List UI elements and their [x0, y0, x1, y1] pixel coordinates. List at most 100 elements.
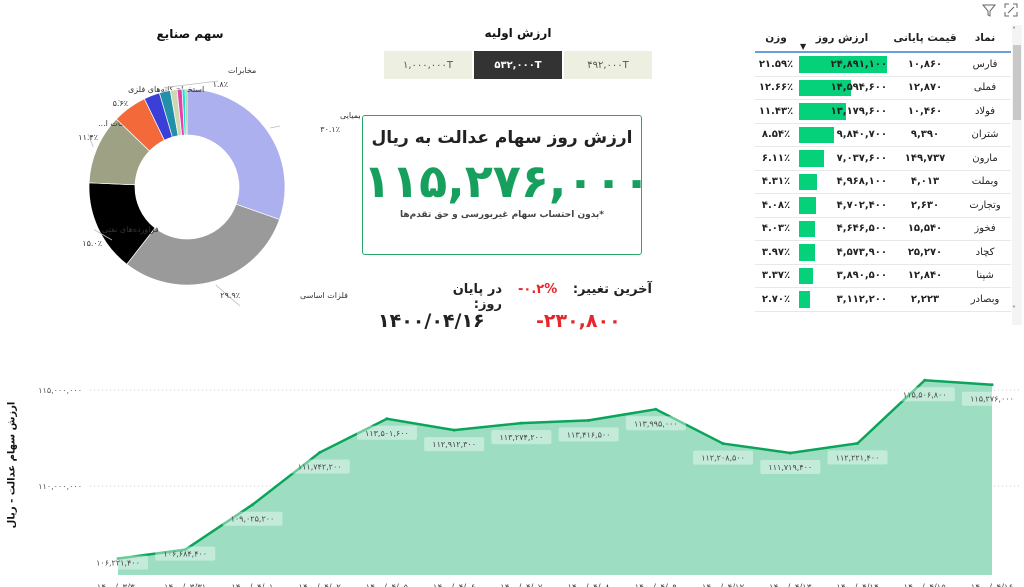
table-row[interactable]: ۸.۵۴٪ ۹,۸۴۰,۷۰۰ ۹,۳۹۰ شتران — [755, 124, 1011, 147]
table-row[interactable]: ۲۱.۵۹٪ ۲۴,۸۹۱,۱۰۰ ۱۰,۸۶۰ فارس — [755, 53, 1011, 77]
row-price: ۴,۰۱۳ — [910, 176, 940, 188]
row-value: ۷,۰۳۷,۶۰۰ — [836, 152, 887, 164]
data-label: ۱۱۵,۵۰۶,۸۰۰ — [903, 390, 947, 399]
table-row[interactable]: ۱۱.۴۳٪ ۱۳,۱۷۹,۶۰۰ ۱۰,۴۶۰ فولاد — [755, 100, 1011, 124]
scroll-down-icon[interactable]: ˅ — [1012, 305, 1016, 314]
donut-slice-percent: ۱.۸٪ — [213, 80, 228, 89]
donut-leader-line — [87, 133, 94, 148]
table-row[interactable]: ۴.۳۱٪ ۴,۹۶۸,۱۰۰ ۴,۰۱۳ وبملت — [755, 171, 1011, 194]
initial-value-option-532000[interactable]: ۵۳۲,۰۰۰T — [473, 50, 563, 80]
row-weight: ۳.۳۷٪ — [761, 270, 791, 282]
kpi-note: *بدون احتساب سهام غیربورسی و حق تقدم‌ها — [400, 210, 604, 220]
row-weight: ۸.۵۴٪ — [761, 129, 791, 141]
table-row[interactable]: ۶.۱۱٪ ۷,۰۳۷,۶۰۰ ۱۴۹,۷۳۷ مارون — [755, 147, 1011, 171]
header-weight[interactable]: وزن — [765, 32, 787, 44]
x-tick-label: ۱۴۰۰/۰۴/۱۴ — [836, 583, 878, 587]
data-point — [116, 557, 120, 561]
last-change-value: -۰.۲% — [518, 282, 558, 297]
row-value: ۴,۷۰۲,۴۰۰ — [836, 199, 887, 211]
data-point — [452, 428, 456, 432]
row-symbol: وبملت — [971, 176, 999, 188]
row-price: ۱۰,۴۶۰ — [907, 105, 943, 117]
data-label: ۱۱۳,۴۱۶,۵۰۰ — [567, 430, 611, 439]
data-label: ۱۱۱,۷۴۲,۲۰۰ — [298, 463, 342, 472]
row-weight: ۶.۱۱٪ — [761, 152, 791, 164]
row-symbol: مارون — [972, 152, 998, 164]
data-point — [856, 441, 860, 445]
header-symbol[interactable]: نماد — [974, 32, 996, 44]
data-point — [183, 548, 187, 552]
row-weight: ۱۱.۴۳٪ — [758, 105, 794, 117]
table-row[interactable]: ۴.۰۳٪ ۴,۶۴۶,۵۰۰ ۱۵,۵۴۰ فخوز — [755, 218, 1011, 241]
initial-value-option-492000[interactable]: ۴۹۲,۰۰۰T — [563, 50, 653, 80]
data-label: ۱۱۵,۲۷۶,۰۰۰ — [970, 395, 1014, 404]
data-label-bg — [558, 427, 619, 442]
data-label: ۱۱۱,۷۱۹,۴۰۰ — [768, 463, 812, 472]
change-amount: -۲۳۰,۸۰۰ — [536, 310, 621, 332]
row-symbol: فملی — [973, 82, 997, 94]
row-value-bar — [799, 126, 834, 143]
data-point — [385, 417, 389, 421]
row-weight: ۲۱.۵۹٪ — [758, 58, 794, 70]
initial-value-option-1000000[interactable]: ۱,۰۰۰,۰۰۰T — [383, 50, 473, 80]
row-price: ۲۵,۲۷۰ — [907, 246, 943, 258]
filter-icon[interactable] — [982, 3, 996, 17]
initial-value-selector: ۱,۰۰۰,۰۰۰T ۵۳۲,۰۰۰T ۴۹۲,۰۰۰T — [383, 50, 653, 80]
x-tick-label: ۱۴۰۰/۰۴/۰۸ — [567, 583, 610, 587]
kpi-title: ارزش روز سهام عدالت به ریال — [371, 128, 633, 148]
data-label-bg — [693, 450, 754, 465]
data-label: ۱۱۳,۲۷۴,۲۰۰ — [500, 433, 544, 442]
donut-title: سهم صنایع — [156, 27, 224, 41]
row-value: ۱۳,۱۷۹,۶۰۰ — [830, 105, 887, 117]
table-header: وزن ارزش روز ▼ قیمت پایانی نماد — [755, 25, 1011, 53]
y-tick-label: ۱۱۵,۰۰۰,۰۰۰ — [38, 386, 82, 395]
focus-mode-icon[interactable] — [1004, 3, 1018, 17]
kpi-card: ارزش روز سهام عدالت به ریال ۱۱۵,۲۷۶,۰۰۰ … — [362, 115, 650, 255]
donut-slice-percent: ۳۰.۱٪ — [320, 125, 340, 134]
last-change-label: آخرین تغییر: — [572, 282, 652, 297]
scroll-up-icon[interactable]: ˄ — [1012, 26, 1016, 35]
row-value: ۹,۸۴۰,۷۰۰ — [836, 129, 887, 141]
table-row[interactable]: ۱۲.۶۶٪ ۱۴,۵۹۴,۶۰۰ ۱۲,۸۷۰ فملی — [755, 77, 1011, 100]
data-point — [990, 383, 994, 387]
x-tick-label: ۱۴۰۰/۰۴/۰۵ — [366, 583, 409, 587]
row-symbol: شپنا — [976, 270, 994, 282]
data-label: ۱۰۶,۶۸۴,۴۰۰ — [163, 550, 207, 559]
donut-leader-line — [215, 284, 241, 307]
donut-slice-name: فراورده‌های نفتی — [102, 225, 159, 234]
table-row[interactable]: ۴.۰۸٪ ۴,۷۰۲,۴۰۰ ۲,۶۳۰ وتجارت — [755, 194, 1011, 218]
row-price: ۹,۳۹۰ — [910, 129, 940, 141]
table-row[interactable]: ۲.۷۰٪ ۳,۱۱۲,۲۰۰ ۲,۲۲۳ وبصادر — [755, 288, 1011, 312]
donut-slice-percent: ۱۵.۰٪ — [82, 239, 102, 248]
row-value-bar — [799, 197, 816, 214]
row-value-cell: ۱۳,۱۷۹,۶۰۰ — [797, 100, 891, 123]
industry-share-donut-chart: محصولات شیمیایی۳۰.۱٪ فلزات اساسی ۲۹.۹٪ فراو… — [78, 66, 360, 307]
data-label-bg — [491, 430, 552, 445]
sort-desc-icon: ▼ — [800, 42, 807, 51]
row-value-bar — [799, 220, 816, 237]
row-price: ۱۲,۸۴۰ — [907, 270, 943, 282]
table-row[interactable]: ۳.۹۷٪ ۴,۵۷۳,۹۰۰ ۲۵,۲۷۰ کچاد — [755, 241, 1011, 265]
donut-slice — [186, 88, 286, 220]
header-value[interactable]: ارزش روز ▼ — [797, 25, 891, 51]
row-symbol: فارس — [972, 58, 998, 70]
row-value: ۴,۶۴۶,۵۰۰ — [836, 223, 887, 235]
data-label-bg — [894, 387, 955, 402]
table-scrollbar-thumb[interactable] — [1013, 45, 1021, 120]
x-tick-label: ۱۴۰۰/۰۴/۰۷ — [500, 583, 543, 587]
table-row[interactable]: ۳.۳۷٪ ۳,۸۹۰,۵۰۰ ۱۲,۸۴۰ شپنا — [755, 265, 1011, 288]
row-value-bar — [799, 79, 851, 96]
data-label: ۱۱۲,۲۰۸,۵۰۰ — [701, 454, 745, 463]
table-scrollbar[interactable] — [1012, 25, 1022, 325]
header-price[interactable]: قیمت پایانی — [893, 32, 957, 44]
donut-slice-name: فلزات اساسی — [300, 291, 348, 300]
row-value: ۲۴,۸۹۱,۱۰۰ — [830, 58, 887, 70]
data-label-bg — [827, 450, 888, 465]
data-label-bg — [88, 555, 148, 570]
row-value-bar — [799, 150, 824, 167]
row-weight: ۳.۹۷٪ — [761, 246, 791, 258]
x-tick-label: ۱۴۰۰/۰۴/۱۳ — [769, 583, 812, 587]
row-value-bar — [799, 173, 817, 190]
data-label-bg — [356, 425, 417, 440]
donut-slice-percent: ۵.۶٪ — [113, 99, 128, 108]
